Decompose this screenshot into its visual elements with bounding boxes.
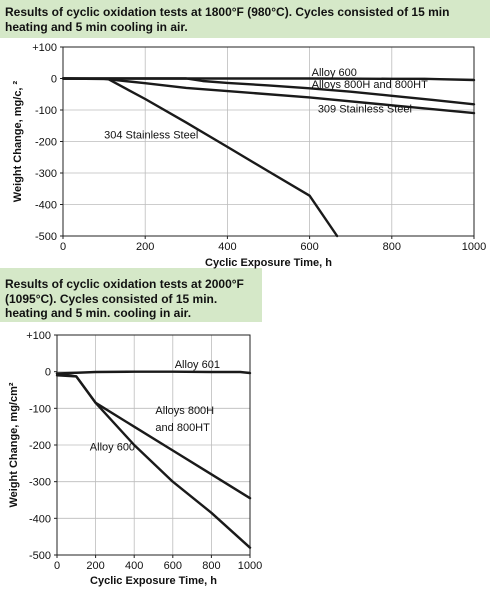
caption-band-1 (0, 0, 490, 38)
chart1-y-tick-label: -300 (35, 168, 57, 180)
chart2-y-tick-label: -400 (29, 513, 51, 525)
chart1-series-label: Alloys 800H and 800HT (312, 79, 428, 91)
chart2-series-line-alloy-600 (55, 372, 252, 549)
chart1-y-axis-title: Weight Change, mg/c, ² (12, 80, 24, 202)
chart1-y-tick-label: +100 (32, 42, 57, 54)
chart1-x-tick-label: 0 (60, 241, 66, 253)
chart2-y-tick-label: -100 (29, 403, 51, 415)
chart2-series-label: Alloy 601 (175, 359, 220, 371)
chart1-x-tick-label: 200 (136, 241, 154, 253)
chart2-series-label: and 800HT (155, 422, 210, 434)
chart1-series-label: 309 Stainless Steel (318, 104, 412, 116)
chart2-series-label: Alloy 600 (90, 442, 135, 454)
chart2-x-tick-label: 600 (164, 560, 182, 572)
chart2-y-tick-label: -300 (29, 477, 51, 489)
chart1-y-tick-label: -400 (35, 200, 57, 212)
chart2-y-tick-label: -200 (29, 440, 51, 452)
chart1-series-line-alloys-800h-and-800ht (61, 77, 476, 106)
chart1-y-tick-label: 0 (51, 74, 57, 86)
caption-band-2 (0, 268, 262, 322)
chart2-x-tick-label: 0 (54, 560, 60, 572)
chart-2-caption: Results of cyclic oxidation tests at 200… (5, 277, 244, 320)
chart2-y-axis-title: Weight Change, mg/cm² (8, 382, 20, 507)
chart1-x-tick-label: 1000 (462, 241, 486, 253)
chart2-y-tick-label: +100 (26, 330, 51, 342)
chart1-x-tick-label: 800 (383, 241, 401, 253)
chart2-x-tick-label: 800 (202, 560, 220, 572)
chart2-x-tick-label: 1000 (238, 560, 262, 572)
chart2-x-axis-title: Cyclic Exposure Time, h (90, 575, 217, 587)
chart2-x-tick-label: 200 (86, 560, 104, 572)
chart2-y-tick-label: 0 (45, 367, 51, 379)
chart2-series-label: Alloys 800H (155, 405, 214, 417)
chart2-series-line-alloy-601 (55, 370, 252, 375)
chart1-series-label: Alloy 600 (312, 67, 357, 79)
chart1-series-line-304-stainless-steel (61, 77, 339, 238)
chart2-y-tick-label: -500 (29, 550, 51, 562)
chart-1-caption: Results of cyclic oxidation tests at 180… (5, 5, 450, 34)
chart1-y-tick-label: -100 (35, 105, 57, 117)
chart1-series-label: 304 Stainless Steel (104, 129, 198, 141)
chart1-y-tick-label: -500 (35, 231, 57, 243)
chart2-x-tick-label: 400 (125, 560, 143, 572)
chart1-x-tick-label: 600 (300, 241, 318, 253)
chart1-y-tick-label: -200 (35, 137, 57, 149)
chart1-x-tick-label: 400 (218, 241, 236, 253)
chart1-x-axis-title: Cyclic Exposure Time, h (205, 257, 332, 269)
